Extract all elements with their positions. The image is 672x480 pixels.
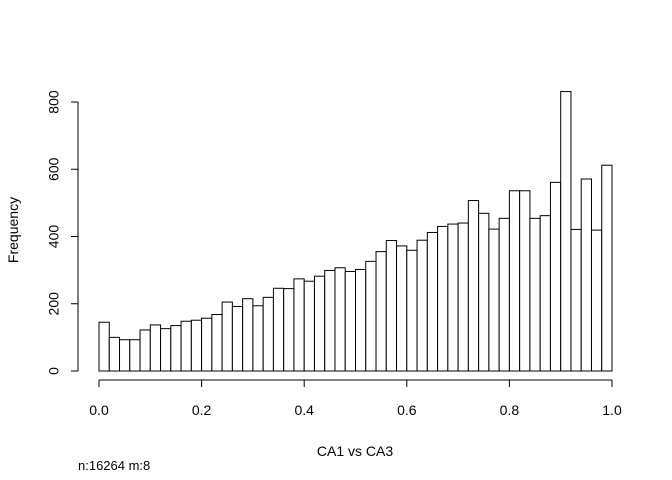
histogram-bar [129,339,141,372]
histogram-bar [160,328,172,372]
histogram-bar [139,329,151,372]
y-tick-label: 400 [46,225,62,249]
x-tick-label: 1.0 [602,402,622,418]
histogram-bar [283,288,295,372]
histogram-bar [149,324,162,372]
histogram-bar [324,269,336,372]
histogram-bar [570,228,582,372]
histogram-bar [108,336,121,372]
histogram-bar [437,225,449,372]
x-tick-label: 0.8 [500,402,520,418]
histogram-bar [119,339,131,372]
histogram-bar [272,287,285,372]
histogram-bar [426,231,439,372]
histogram-bar [334,267,346,372]
histogram-bar [252,305,264,372]
histogram-bar [508,190,521,372]
x-tick-label: 0.2 [192,402,212,418]
histogram-bar [498,217,510,372]
histogram-bar [180,320,192,372]
histogram-bar [262,296,274,372]
histogram-bar [231,305,244,372]
x-tick-label: 0.6 [397,402,417,418]
histogram-bar [293,278,305,372]
histogram-bar [375,251,387,372]
histogram-bars [98,91,613,372]
x-axis-label: CA1 vs CA3 [317,443,393,459]
histogram-bar [447,223,459,372]
sample-size-note: n:16264 m:8 [78,458,151,473]
histogram-bar [406,249,418,372]
y-axis-label: Frequency [5,197,21,263]
histogram-bar [98,321,110,372]
axes: 0.0 0.2 0.4 0.6 0.8 1.0 0 200 400 600 800 [46,90,622,418]
histogram-bar [303,280,315,372]
histogram-bar [385,240,398,372]
y-tick-label: 800 [46,90,62,114]
histogram-bar [478,212,490,372]
histogram-bar [519,190,531,372]
y-tick-label: 600 [46,157,62,181]
histogram-bar [365,260,377,372]
histogram-bar [529,217,541,372]
histogram-bar [211,314,223,372]
histogram-bar [560,91,572,372]
x-tick-label: 0.4 [294,402,314,418]
histogram-bar [344,270,356,372]
histogram-bar [539,215,551,372]
histogram-bar [170,325,182,372]
histogram-bar [601,164,613,372]
histogram-bar [488,228,500,372]
histogram-bar [590,229,603,372]
y-tick-label: 0 [46,367,62,375]
histogram-bar [313,275,326,372]
histogram-bar [355,268,367,372]
histogram-bar [467,200,480,372]
histogram-bar [416,239,428,372]
histogram-bar [201,317,213,372]
histogram-bar [457,222,469,372]
histogram-bar [580,178,592,372]
histogram-bar [549,181,562,372]
x-tick-label: 0.0 [89,402,109,418]
histogram-bar [242,298,254,372]
histogram-bar [190,319,203,372]
y-tick-label: 200 [46,292,62,316]
histogram-bar [396,245,408,372]
histogram-bar [221,301,233,372]
